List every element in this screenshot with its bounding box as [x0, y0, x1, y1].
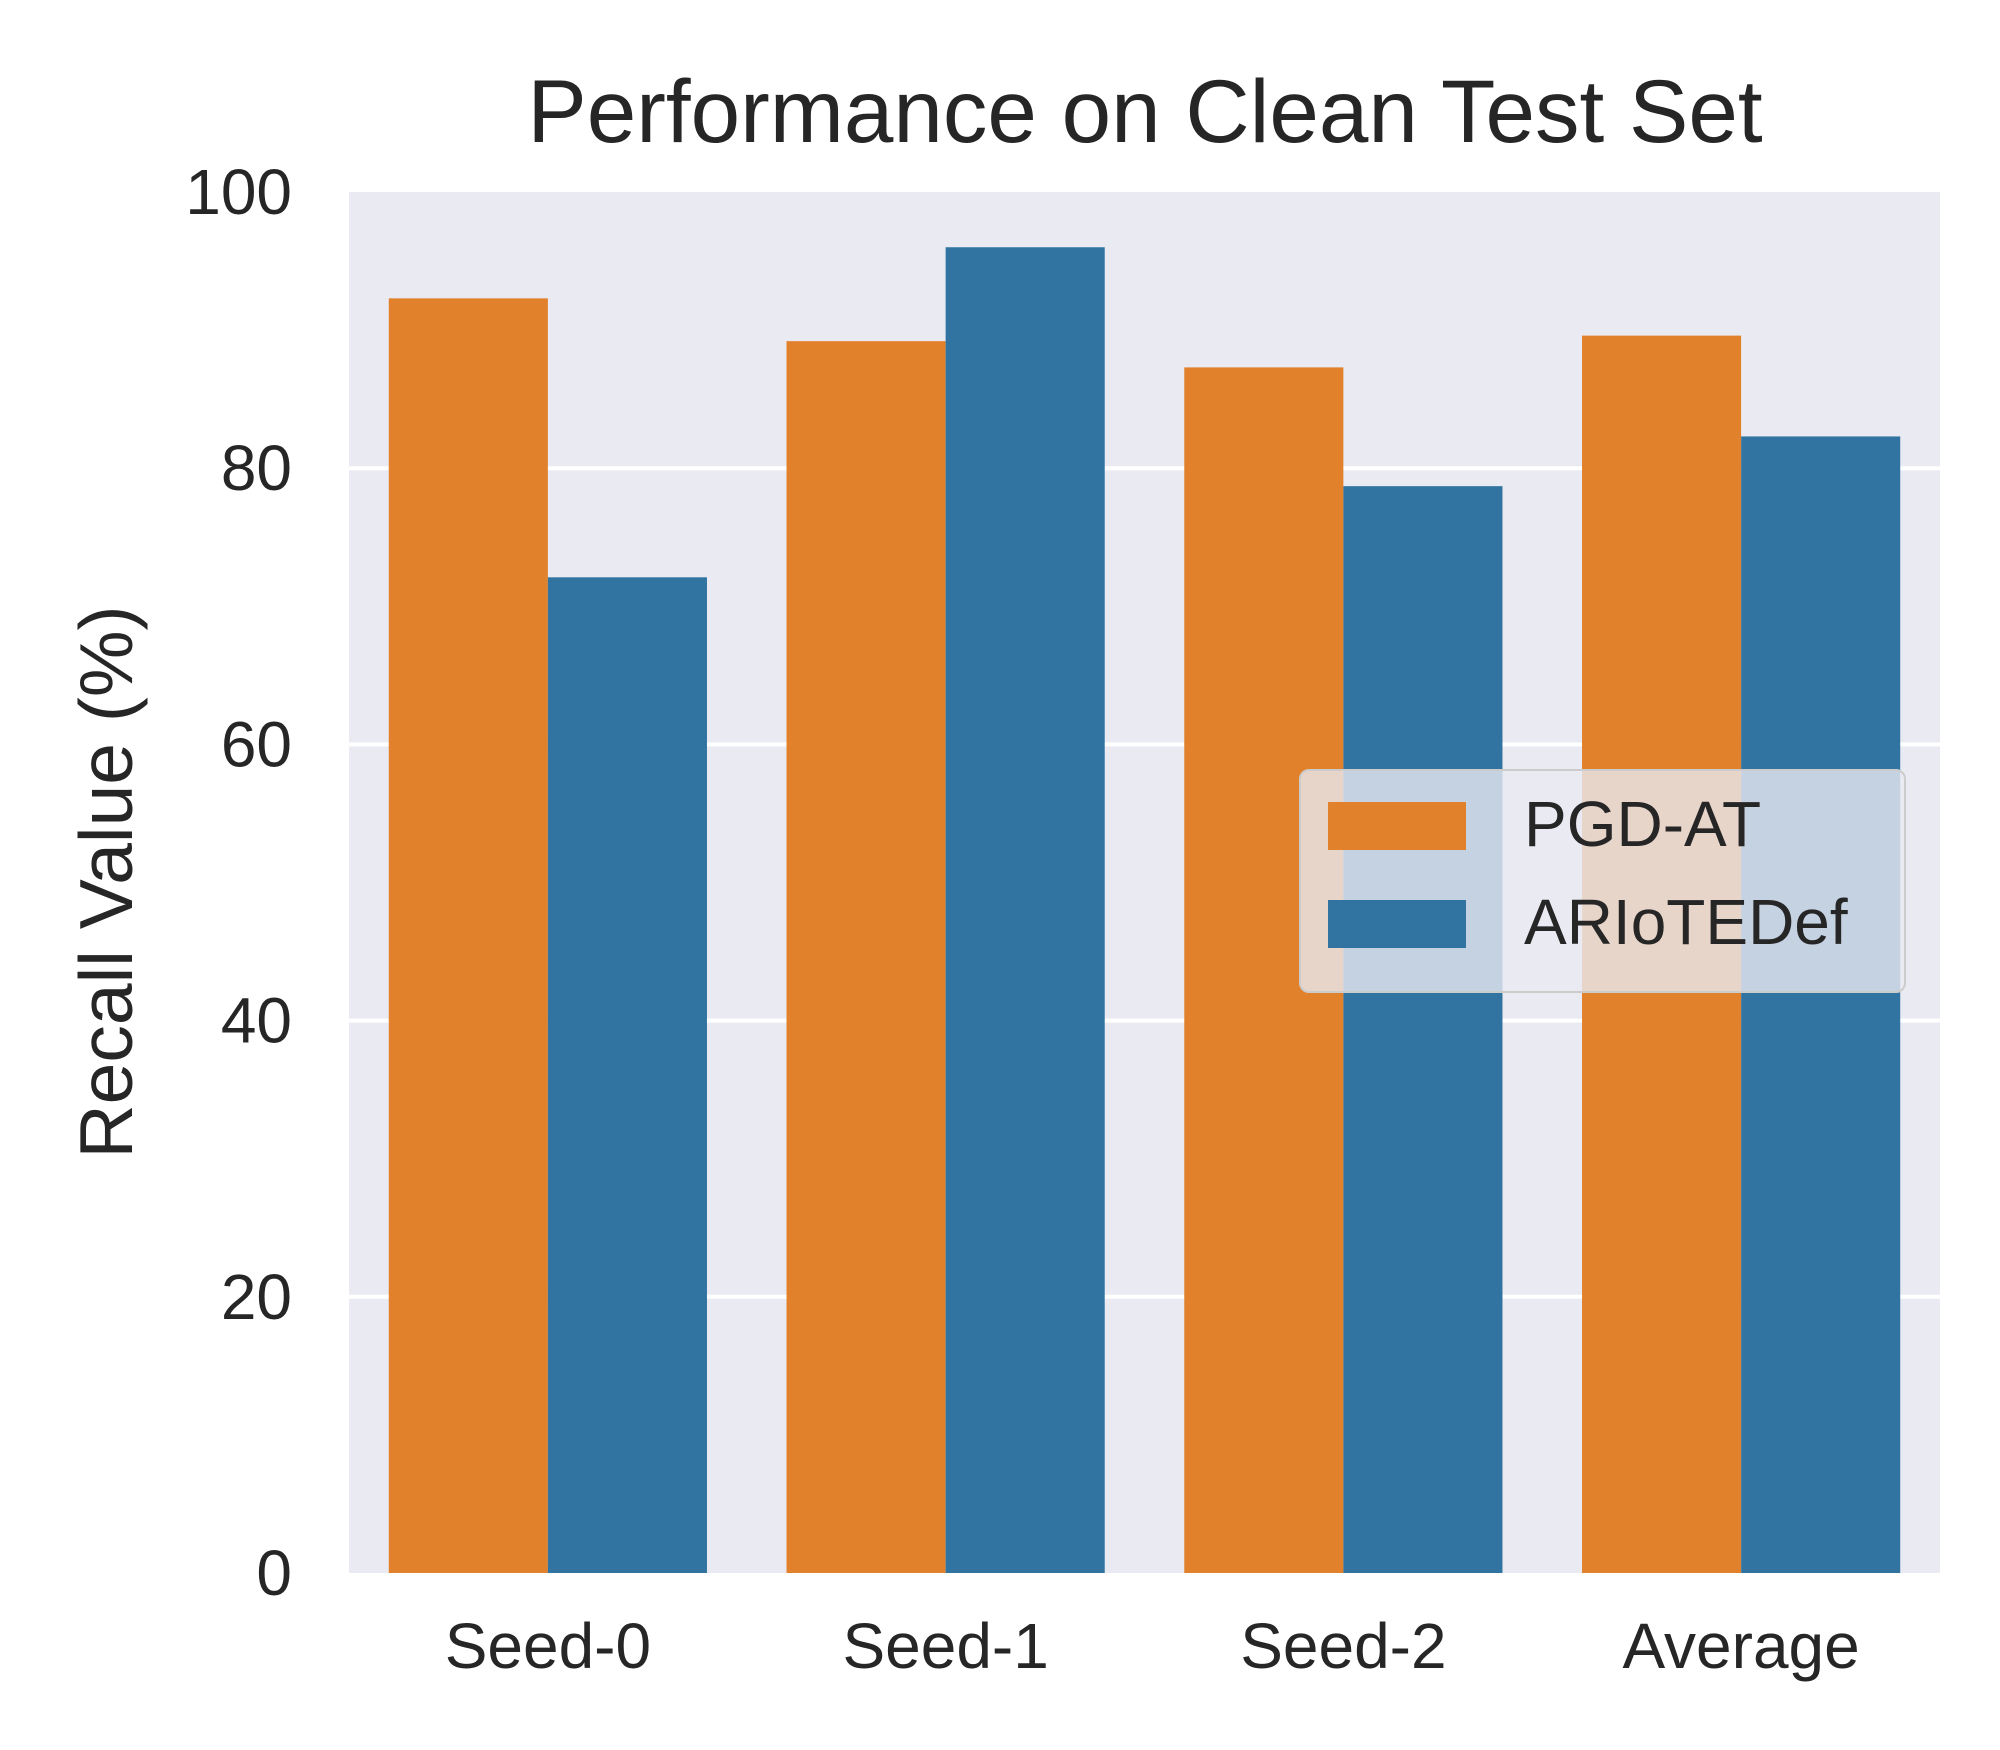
- legend-swatch-ariotedef: [1328, 900, 1466, 948]
- bar-ariotedef-seed-1: [945, 247, 1105, 1574]
- y-axis-label: Recall Value (%): [64, 606, 148, 1159]
- y-tick-label: 0: [256, 1537, 292, 1609]
- bar-ariotedef-seed-2: [1343, 486, 1503, 1573]
- y-tick-label: 60: [221, 708, 292, 780]
- x-tick-label: Seed-0: [445, 1610, 651, 1682]
- x-axis-ticks: Seed-0 Seed-1 Seed-2 Average: [445, 1610, 1860, 1682]
- x-tick-label: Average: [1623, 1610, 1860, 1682]
- legend-label-pgd-at: PGD-AT: [1524, 788, 1761, 860]
- y-axis-ticks: 0 20 40 60 80 100: [185, 156, 292, 1609]
- x-tick-label: Seed-1: [842, 1610, 1048, 1682]
- y-tick-label: 40: [221, 985, 292, 1057]
- bar-pgd-at-seed-0: [388, 298, 548, 1573]
- y-tick-label: 80: [221, 432, 292, 504]
- bar-ariotedef-average: [1741, 436, 1901, 1573]
- bar-ariotedef-seed-0: [547, 577, 707, 1573]
- chart-title: Performance on Clean Test Set: [527, 61, 1762, 161]
- x-tick-label: Seed-2: [1240, 1610, 1446, 1682]
- legend: PGD-AT ARIoTEDef: [1299, 769, 1906, 993]
- legend-swatch-pgd-at: [1328, 802, 1466, 850]
- y-tick-label: 100: [185, 156, 292, 228]
- legend-label-ariotedef: ARIoTEDef: [1524, 886, 1848, 958]
- bar-pgd-at-seed-1: [786, 341, 946, 1574]
- y-tick-label: 20: [221, 1261, 292, 1333]
